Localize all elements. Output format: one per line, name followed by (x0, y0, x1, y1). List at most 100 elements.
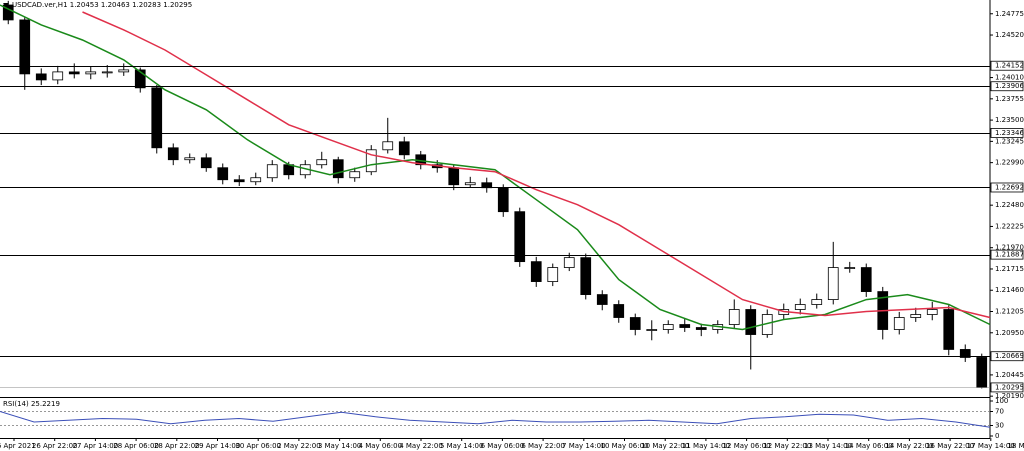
candle-body (530, 261, 542, 282)
candle-body (514, 211, 526, 263)
level-box (990, 128, 1024, 138)
candle-body (217, 167, 229, 181)
candle-body (910, 314, 922, 318)
y-tick-label: 100 (995, 397, 1008, 405)
candle-body (629, 317, 641, 330)
candle-body (233, 179, 245, 183)
chart-title: USDCAD.ver,H1 1.20453 1.20463 1.20283 1.… (12, 1, 192, 9)
x-tick-label: 7 May 14:00 (562, 442, 606, 450)
level-label: 1.24152 (995, 62, 1024, 70)
last-price-label: 1.20295 (995, 383, 1024, 391)
candle-body (19, 19, 31, 75)
candle-body (464, 182, 476, 186)
candle-body (349, 171, 361, 179)
candle-body (134, 69, 146, 89)
y-tick-label: 70 (995, 408, 1004, 416)
x-tick-label: 3 May 14:00 (318, 442, 362, 450)
last-price-box (990, 382, 1024, 393)
x-tick-label: 18 May 06:00 (1007, 442, 1024, 450)
candle-body (745, 309, 757, 335)
x-tick-label: 5 May 14:00 (440, 442, 484, 450)
candle-body (332, 159, 344, 179)
level-label: 1.21887 (995, 251, 1024, 259)
y-tick-label: 1.24520 (995, 31, 1024, 39)
candle-body (646, 329, 658, 331)
candle-body (151, 87, 163, 149)
y-tick-label: 0 (995, 432, 999, 440)
y-tick-label: 1.23245 (995, 137, 1024, 145)
y-tick-label: 1.20445 (995, 371, 1024, 379)
candle-body (547, 267, 559, 282)
candle-body (52, 71, 64, 81)
level-box (990, 60, 1024, 71)
x-tick-label: 26 Apr 2021 (0, 442, 36, 450)
candle-body (250, 177, 262, 183)
x-tick-label: 14 May 06:00 (845, 442, 893, 450)
x-tick-label: 10 May 22:00 (641, 442, 689, 450)
x-tick-label: 6 May 06:00 (481, 442, 525, 450)
x-tick-label: 14 May 22:00 (885, 442, 933, 450)
candle-body (382, 141, 394, 151)
x-tick-label: 4 May 06:00 (359, 442, 403, 450)
candle-body (794, 304, 806, 310)
x-tick-label: 17 May 14:00 (967, 442, 1015, 450)
level-box (990, 249, 1024, 260)
candle-body (448, 167, 460, 186)
level-box (990, 81, 1024, 92)
moving-average (82, 11, 991, 319)
candle-body (596, 294, 608, 305)
x-tick-label: 16 May 22:00 (926, 442, 974, 450)
candle-body (662, 324, 674, 330)
candle-body (959, 349, 971, 358)
x-tick-label: 28 Apr 22:00 (154, 442, 200, 450)
level-box (990, 351, 1024, 362)
candle-body (101, 71, 113, 74)
y-tick-label: 1.21970 (995, 244, 1024, 252)
x-tick-label: 30 Apr 06:00 (235, 442, 281, 450)
x-tick-label: 28 Apr 06:00 (113, 442, 159, 450)
candle-body (613, 304, 625, 318)
candle-body (35, 73, 47, 81)
y-tick-label: 1.22480 (995, 201, 1024, 209)
level-label: 1.22692 (995, 183, 1024, 191)
candle-body (844, 267, 856, 269)
candle-body (976, 357, 988, 388)
candle-body (85, 71, 97, 75)
y-tick-label: 1.24775 (995, 10, 1024, 18)
y-tick-label: 1.21205 (995, 308, 1024, 316)
level-label: 1.23906 (995, 82, 1024, 90)
candle-body (316, 159, 328, 166)
level-box (990, 182, 1024, 193)
candle-body (68, 71, 80, 75)
y-tick-label: 1.22990 (995, 159, 1024, 167)
y-tick-label: 1.23500 (995, 116, 1024, 124)
x-tick-label: 13 May 14:00 (804, 442, 852, 450)
x-tick-label: 26 Apr 22:00 (32, 442, 78, 450)
x-tick-label: 6 May 22:00 (521, 442, 565, 450)
candle-body (200, 157, 212, 169)
y-tick-label: 1.20190 (995, 392, 1024, 400)
y-tick-label: 1.21460 (995, 286, 1024, 294)
candle-body (860, 267, 872, 292)
rsi-title: RSI(14) 25.2219 (3, 400, 60, 408)
moving-average (0, 4, 991, 331)
rsi-line (0, 411, 991, 428)
candle-body (365, 149, 377, 173)
candle-body (167, 147, 179, 161)
candle-body (184, 157, 196, 161)
y-tick-label: 1.21715 (995, 265, 1024, 273)
candle-body (563, 257, 575, 268)
candle-body (926, 309, 938, 315)
y-tick-label: 1.24010 (995, 74, 1024, 82)
candle-body (893, 317, 905, 330)
candle-body (811, 299, 823, 305)
candle-body (943, 309, 955, 350)
candle-body (728, 309, 740, 325)
candle-body (679, 324, 691, 328)
x-tick-label: 2 May 22:00 (277, 442, 321, 450)
x-tick-label: 29 Apr 14:00 (195, 442, 241, 450)
candle-body (695, 327, 707, 330)
level-label: 1.20669 (995, 352, 1024, 360)
